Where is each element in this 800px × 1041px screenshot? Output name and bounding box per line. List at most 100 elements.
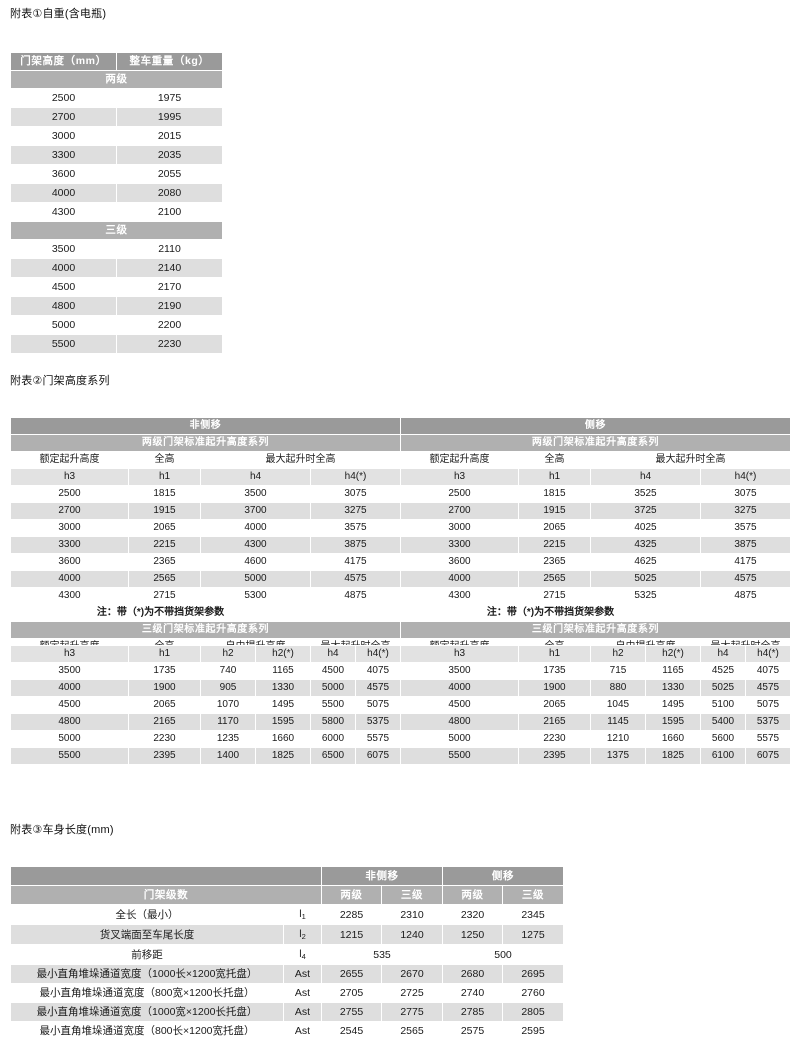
cell-h3: 4800 (400, 713, 519, 731)
table-row: 最小直角堆垛通道宽度（1000长×1200宽托盘） Ast 2655 2670 … (10, 964, 565, 984)
cell-h3: 4800 (10, 713, 129, 731)
cell-h1: 2565 (128, 570, 201, 588)
cell-h1: 2365 (128, 553, 201, 571)
table2-two-stage-subtitle-row: 两级门架标准起升高度系列 两级门架标准起升高度系列 (10, 434, 792, 452)
table1-group-header-two-stage: 两级 (10, 70, 223, 89)
cell-h4: 5100 (700, 696, 746, 714)
symbol-subscript: 4 (301, 952, 306, 961)
row-symbol: Ast (283, 1021, 322, 1041)
cell-h4-star: 3275 (699, 502, 792, 520)
cell-h4-star: 3575 (699, 519, 792, 537)
table2-symbol-h1: h1 (128, 468, 201, 486)
caption-table-3: 附表③车身长度(mm) (10, 824, 114, 836)
cell-value: 2320 (442, 904, 503, 925)
cell-value: 2545 (321, 1021, 382, 1041)
table-row: 5500 2395 1400 1825 6500 6075 5500 2395 … (10, 747, 791, 765)
table2-symbol-h4-star: h4(*) (310, 468, 401, 486)
symbol-subscript: 2 (301, 932, 306, 941)
cell-h1: 1900 (518, 679, 591, 697)
cell-mast-height: 3500 (10, 239, 117, 259)
cell-h2: 1210 (590, 730, 646, 748)
cell-mast-height: 2700 (10, 107, 117, 127)
cell-h1: 1815 (128, 485, 201, 503)
cell-h2: 1145 (590, 713, 646, 731)
table-row: 5000 2200 (10, 315, 223, 335)
cell-h4-star: 5075 (355, 696, 401, 714)
table3-group-sideshift: 侧移 (441, 866, 565, 886)
table2-symbol-h4: h4 (200, 468, 311, 486)
cell-mast-height: 5000 (10, 315, 117, 335)
cell-truck-weight: 2080 (116, 183, 223, 203)
cell-value: 2285 (321, 904, 382, 925)
cell-h4-star: 5375 (745, 713, 791, 731)
cell-h4-star: 4875 (310, 587, 401, 605)
table3-stage-three-nonside: 三级 (381, 885, 443, 905)
cell-h2: 1400 (200, 747, 256, 765)
cell-h2-star: 1595 (645, 713, 701, 731)
cell-h1: 2230 (128, 730, 201, 748)
cell-h1: 2065 (518, 519, 591, 537)
cell-h1: 2395 (128, 747, 201, 765)
row-symbol: l4 (283, 944, 322, 965)
table2-note-spacer (699, 604, 792, 622)
table2-symbol-h2-star: h2(*) (255, 645, 311, 663)
cell-h2-star: 1595 (255, 713, 311, 731)
cell-value: 2670 (381, 964, 443, 984)
cell-h4: 6000 (310, 730, 356, 748)
table2-symbol-h3: h3 (10, 468, 129, 486)
cell-h4-star: 3575 (310, 519, 401, 537)
cell-h2-star: 1495 (645, 696, 701, 714)
cell-h1: 2165 (128, 713, 201, 731)
table-row: 最小直角堆垛通道宽度（800长×1200宽托盘） Ast 2545 2565 2… (10, 1021, 565, 1041)
table3-group-spacer (10, 866, 322, 886)
cell-value: 1250 (442, 924, 503, 945)
table2-side-title-right: 侧移 (399, 417, 792, 435)
table2-symbol-h3: h3 (10, 645, 129, 663)
caption-table-2: 附表②门架高度系列 (10, 375, 110, 387)
cell-mast-height: 4800 (10, 296, 117, 316)
cell-h4-star: 6075 (745, 747, 791, 765)
table2-symbol-h2: h2 (590, 645, 646, 663)
table-row: 3000 2065 4000 3575 3000 2065 4025 3575 (10, 519, 792, 537)
table-row: 2500 1975 (10, 88, 223, 108)
cell-h4-star: 5375 (355, 713, 401, 731)
table-row: 4800 2165 1170 1595 5800 5375 4800 2165 … (10, 713, 791, 731)
table-row: 3500 1735 740 1165 4500 4075 3500 1735 7… (10, 662, 791, 680)
cell-h4: 4500 (310, 662, 356, 680)
cell-value: 2695 (501, 964, 565, 984)
table2-side-title-left: 非侧移 (10, 417, 401, 435)
table-row: 4000 2565 5000 4575 4000 2565 5025 4575 (10, 570, 792, 588)
cell-h1: 2395 (518, 747, 591, 765)
cell-h2: 1070 (200, 696, 256, 714)
cell-h2: 905 (200, 679, 256, 697)
row-label: 货叉端面至车尾长度 (10, 924, 284, 945)
cell-h1: 2230 (518, 730, 591, 748)
symbol-letter: l (299, 908, 302, 920)
cell-h4: 5325 (590, 587, 701, 605)
table2-symbol-h4-star: h4(*) (355, 645, 401, 663)
table3-group-non-sideshift: 非侧移 (321, 866, 443, 886)
cell-h1: 2215 (128, 536, 201, 554)
cell-h4-star: 3875 (699, 536, 792, 554)
table-row: 5000 2230 1235 1660 6000 5575 5000 2230 … (10, 730, 791, 748)
cell-h4: 3725 (590, 502, 701, 520)
symbol-letter: l (299, 928, 302, 940)
cell-mast-height: 4000 (10, 258, 117, 278)
cell-h4: 5300 (200, 587, 311, 605)
cell-h1: 1915 (128, 502, 201, 520)
table-row: 4000 1900 905 1330 5000 4575 4000 1900 8… (10, 679, 791, 697)
cell-truck-weight: 2055 (116, 164, 223, 184)
cell-h4-star: 5575 (745, 730, 791, 748)
cell-value-merged: 535 (321, 944, 443, 965)
cell-truck-weight: 2110 (116, 239, 223, 259)
cell-h4-star: 4075 (745, 662, 791, 680)
cell-mast-height: 4500 (10, 277, 117, 297)
cell-h2-star: 1330 (255, 679, 311, 697)
cell-h3: 4000 (10, 679, 129, 697)
cell-truck-weight: 1975 (116, 88, 223, 108)
cell-h2: 880 (590, 679, 646, 697)
cell-value: 2760 (501, 983, 565, 1003)
cell-h3: 4500 (10, 696, 129, 714)
cell-value: 2310 (381, 904, 443, 925)
cell-truck-weight: 2140 (116, 258, 223, 278)
